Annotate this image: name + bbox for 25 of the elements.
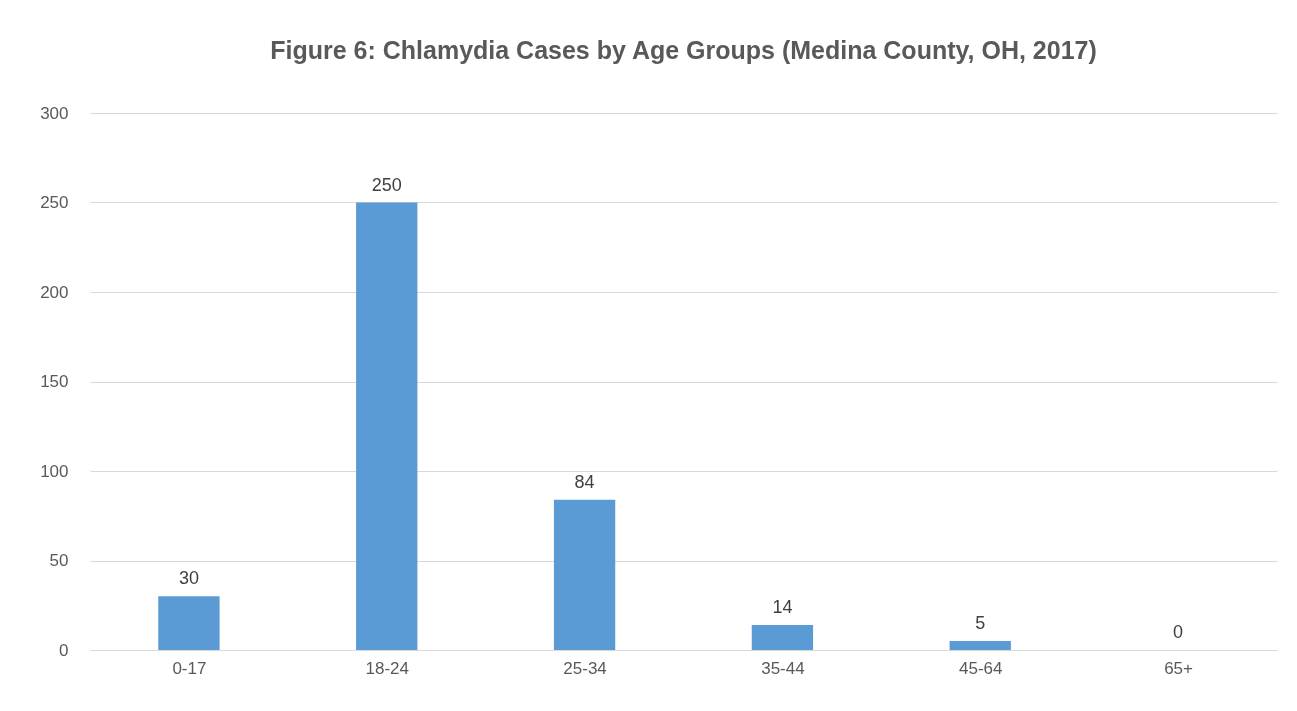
x-tick-label: 0-17 — [172, 658, 207, 678]
x-tick-label: 18-24 — [365, 658, 409, 678]
y-tick-label: 0 — [59, 640, 69, 660]
x-tick-label: 35-44 — [761, 658, 805, 678]
bar — [553, 499, 616, 650]
data-label: 250 — [371, 174, 402, 195]
x-tick-label: 65+ — [1164, 658, 1194, 678]
bar — [751, 624, 814, 650]
y-tick-label: 100 — [40, 461, 69, 481]
data-label: 5 — [975, 613, 986, 634]
y-tick-label: 200 — [40, 282, 69, 302]
y-tick-label: 50 — [49, 551, 69, 570]
data-label: 30 — [178, 568, 199, 589]
bar — [356, 202, 418, 650]
y-tick-label: 250 — [40, 193, 69, 212]
data-label: 0 — [1173, 622, 1184, 642]
y-tick-label: 150 — [40, 372, 69, 391]
bar — [158, 596, 220, 650]
chart-title: Figure 6: Chlamydia Cases by Age Groups (Medina County, OH, 2017) — [270, 36, 1097, 64]
y-tick-label: 300 — [40, 103, 69, 123]
data-label: 84 — [574, 471, 595, 492]
bar — [949, 641, 1011, 650]
data-label: 14 — [772, 596, 793, 617]
x-tick-label: 25-34 — [563, 658, 607, 678]
x-tick-label: 45-64 — [959, 658, 1003, 678]
